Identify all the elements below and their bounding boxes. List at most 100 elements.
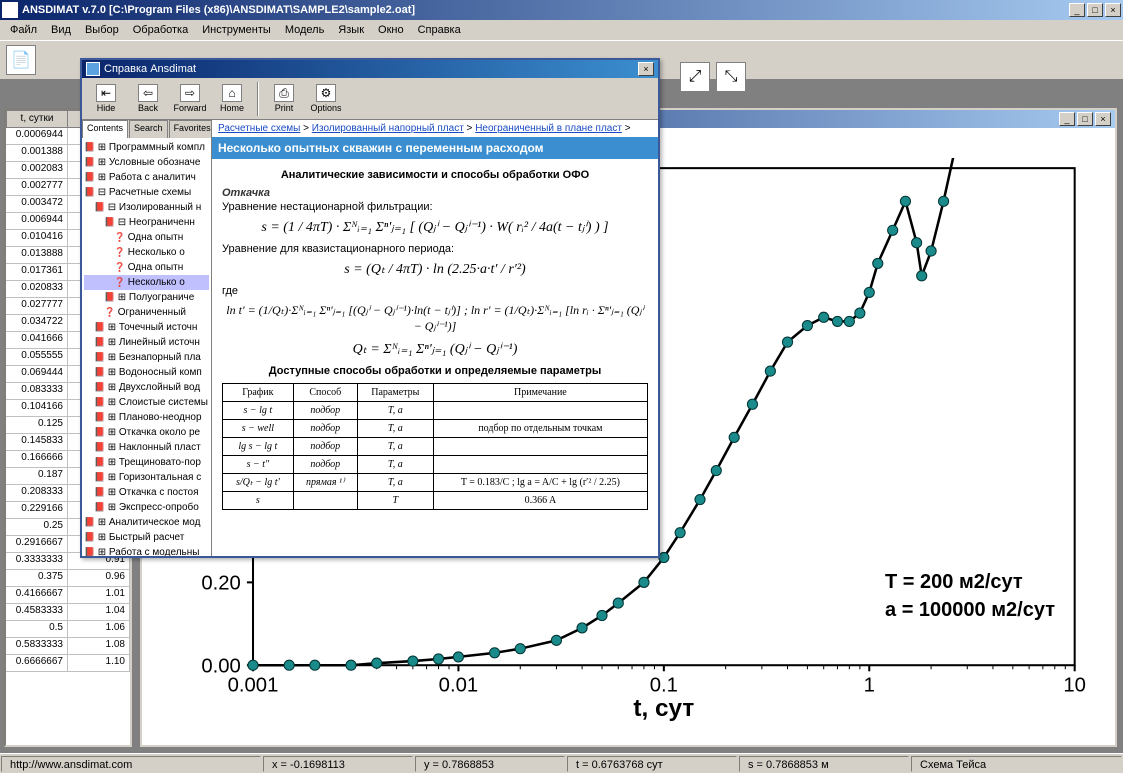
- tree-item[interactable]: ⊟ Изолированный н: [84, 200, 209, 215]
- table-row[interactable]: 0.58333331.08: [6, 638, 130, 655]
- tree-item[interactable]: Ограниченный: [84, 305, 209, 320]
- tree-item[interactable]: Одна опытн: [84, 230, 209, 245]
- help-toolbar: ⇤Hide⇦Back⇨Forward⌂Home ⎙Print⚙Options: [82, 78, 658, 120]
- tree-item[interactable]: Несколько о: [84, 275, 209, 290]
- help-tab-favorites[interactable]: Favorites: [169, 120, 212, 138]
- svg-text:0.1: 0.1: [650, 675, 678, 697]
- tree-item[interactable]: ⊟ Расчетные схемы: [84, 185, 209, 200]
- menu-справка[interactable]: Справка: [412, 22, 467, 38]
- tree-item[interactable]: ⊞ Наклонный пласт: [84, 440, 209, 455]
- menu-язык[interactable]: Язык: [332, 22, 370, 38]
- ptable-row: s/Qₜ − lg t′прямая ¹⁾T, aT = 0.183/C ; l…: [223, 473, 648, 491]
- tree-item[interactable]: ⊞ Трещиновато-пор: [84, 455, 209, 470]
- tree-item[interactable]: ⊞ Аналитическое мод: [84, 515, 209, 530]
- help-tb-options[interactable]: ⚙Options: [306, 84, 346, 113]
- menu-обработка[interactable]: Обработка: [127, 22, 194, 38]
- table-row[interactable]: 0.51.06: [6, 621, 130, 638]
- tree-item[interactable]: ⊞ Безнапорный пла: [84, 350, 209, 365]
- tree-item[interactable]: ⊞ Слоистые системы: [84, 395, 209, 410]
- svg-text:1: 1: [864, 675, 875, 697]
- content-p3: где: [222, 285, 648, 297]
- breadcrumb-link[interactable]: Изолированный напорный пласт: [312, 123, 464, 134]
- toolbar-file-icon[interactable]: 📄: [6, 45, 36, 75]
- status-x: x = -0.1698113: [263, 756, 413, 772]
- menu-окно[interactable]: Окно: [372, 22, 410, 38]
- content-h2: Доступные способы обработки и определяем…: [222, 365, 648, 377]
- params-table: ГрафикСпособПараметрыПримечаниеs − lg tп…: [222, 383, 648, 510]
- app-icon: [2, 2, 18, 18]
- tree-item[interactable]: ⊟ Неограниченн: [84, 215, 209, 230]
- table-row[interactable]: 0.3750.96: [6, 570, 130, 587]
- close-button[interactable]: ×: [1105, 3, 1121, 17]
- help-close-button[interactable]: ×: [638, 62, 654, 76]
- tree-item[interactable]: ⊞ Условные обозначе: [84, 155, 209, 170]
- svg-text:0.20: 0.20: [201, 572, 240, 594]
- ptable-row: s − wellподборT, aподбор по отдельным то…: [223, 419, 648, 437]
- menu-выбор[interactable]: Выбор: [79, 22, 125, 38]
- help-tb-print[interactable]: ⎙Print: [264, 84, 304, 113]
- help-tb-back[interactable]: ⇦Back: [128, 84, 168, 113]
- tree-item[interactable]: ⊞ Экспресс-опробо: [84, 500, 209, 515]
- tree-item[interactable]: ⊞ Линейный источн: [84, 335, 209, 350]
- breadcrumb: Расчетные схемы > Изолированный напорный…: [212, 120, 658, 137]
- help-tb-forward[interactable]: ⇨Forward: [170, 84, 210, 113]
- table-row[interactable]: 0.45833331.04: [6, 604, 130, 621]
- tree-item[interactable]: Несколько о: [84, 245, 209, 260]
- tree-item[interactable]: ⊞ Горизонтальная с: [84, 470, 209, 485]
- help-content: Расчетные схемы > Изолированный напорный…: [212, 120, 658, 556]
- tree-item[interactable]: ⊞ Работа с модельны: [84, 545, 209, 556]
- tree-item[interactable]: ⊞ Планово-неоднор: [84, 410, 209, 425]
- help-tab-search[interactable]: Search: [129, 120, 168, 138]
- help-nav: ContentsSearchFavorites ⊞ Программный ко…: [82, 120, 212, 556]
- help-window-title: Справка Ansdimat: [104, 63, 638, 75]
- ptable-row: s − lg tподборT, a: [223, 401, 648, 419]
- help-window: Справка Ansdimat × ⇤Hide⇦Back⇨Forward⌂Ho…: [80, 58, 660, 558]
- ptable-row: lg s − lg tподборT, a: [223, 437, 648, 455]
- tree-item[interactable]: ⊞ Двухслойный вод: [84, 380, 209, 395]
- table-row[interactable]: 0.66666671.10: [6, 655, 130, 672]
- ptable-row: sT0.366 A: [223, 491, 648, 509]
- ptable-row: s − t″подборT, a: [223, 455, 648, 473]
- tree-item[interactable]: Одна опытн: [84, 260, 209, 275]
- chart-params: T = 200 м2/сут a = 100000 м2/сут: [885, 568, 1055, 624]
- tree-item[interactable]: ⊞ Программный компл: [84, 140, 209, 155]
- chart-max-button[interactable]: □: [1077, 112, 1093, 126]
- help-tb-home[interactable]: ⌂Home: [212, 84, 252, 113]
- status-scheme: Схема Тейса: [911, 756, 1122, 772]
- main-titlebar: ANSDIMAT v.7.0 [C:\Program Files (x86)\A…: [0, 0, 1123, 20]
- expand-icon[interactable]: ⤢: [680, 62, 710, 92]
- chart-min-button[interactable]: _: [1059, 112, 1075, 126]
- breadcrumb-link[interactable]: Неограниченный в плане пласт: [475, 123, 622, 134]
- param-t: T = 200 м2/сут: [885, 568, 1055, 596]
- minimize-button[interactable]: _: [1069, 3, 1085, 17]
- shrink-icon[interactable]: ⤡: [716, 62, 746, 92]
- status-y: y = 0.7868853: [415, 756, 565, 772]
- table-row[interactable]: 0.41666671.01: [6, 587, 130, 604]
- chart-close-button[interactable]: ×: [1095, 112, 1111, 126]
- data-col1-header: t, сутки: [7, 111, 68, 127]
- help-tab-contents[interactable]: Contents: [82, 120, 128, 138]
- tree-item[interactable]: ⊞ Точечный источн: [84, 320, 209, 335]
- tree-item[interactable]: ⊞ Откачка около ре: [84, 425, 209, 440]
- content-h1: Аналитические зависимости и способы обра…: [222, 169, 648, 181]
- menu-файл[interactable]: Файл: [4, 22, 43, 38]
- statusbar: http://www.ansdimat.com x = -0.1698113 y…: [0, 753, 1123, 773]
- tree-item[interactable]: ⊞ Быстрый расчет: [84, 530, 209, 545]
- content-p1: Уравнение нестационарной фильтрации:: [222, 201, 648, 213]
- help-page-title: Несколько опытных скважин с переменным р…: [212, 137, 658, 159]
- menu-инструменты[interactable]: Инструменты: [196, 22, 277, 38]
- maximize-button[interactable]: □: [1087, 3, 1103, 17]
- svg-text:0.00: 0.00: [201, 655, 240, 677]
- breadcrumb-link[interactable]: Расчетные схемы: [218, 123, 300, 134]
- tree-item[interactable]: ⊞ Работа с аналитич: [84, 170, 209, 185]
- menu-модель[interactable]: Модель: [279, 22, 330, 38]
- status-url: http://www.ansdimat.com: [1, 756, 261, 772]
- menu-вид[interactable]: Вид: [45, 22, 77, 38]
- param-a: a = 100000 м2/сут: [885, 596, 1055, 624]
- menubar: ФайлВидВыборОбработкаИнструментыМодельЯз…: [0, 20, 1123, 40]
- help-tb-hide[interactable]: ⇤Hide: [86, 84, 126, 113]
- tree-item[interactable]: ⊞ Откачка с постоя: [84, 485, 209, 500]
- eq1: s = (1 / 4πT) · Σᴺᵢ₌₁ Σⁿ'ⱼ₌₁ [ (Qⱼⁱ − Qⱼ…: [222, 219, 648, 237]
- tree-item[interactable]: ⊞ Полуограниче: [84, 290, 209, 305]
- tree-item[interactable]: ⊞ Водоносный комп: [84, 365, 209, 380]
